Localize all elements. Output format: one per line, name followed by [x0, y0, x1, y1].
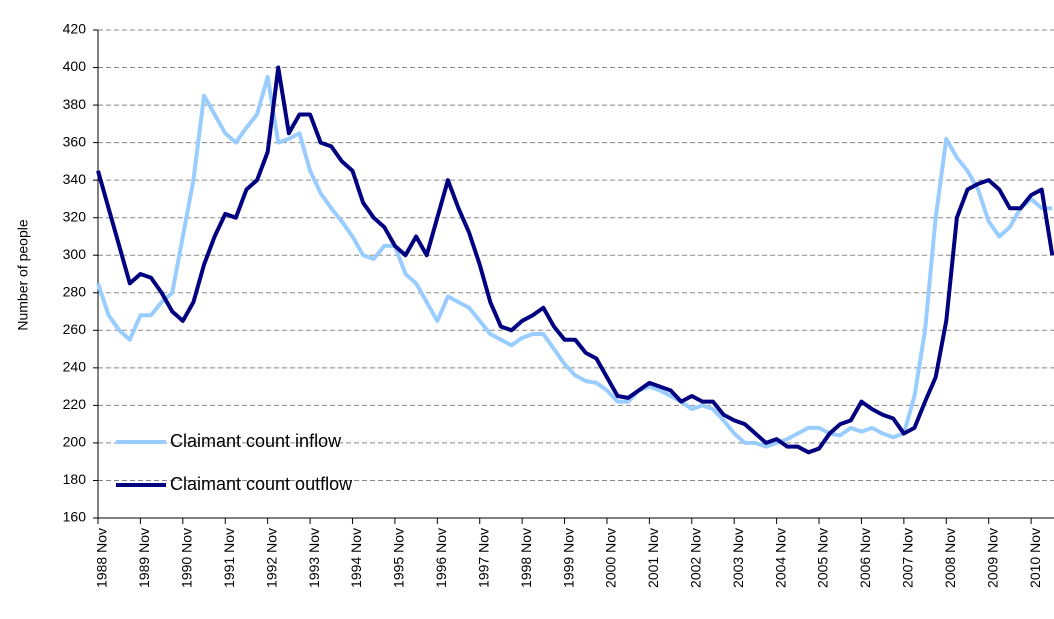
x-tick-label: 1995 Nov — [391, 528, 407, 588]
y-tick-label: 300 — [63, 246, 87, 262]
x-tick-label: 1993 Nov — [306, 528, 322, 588]
x-tick-label: 1991 Nov — [221, 528, 237, 588]
y-tick-label: 400 — [63, 58, 87, 74]
y-tick-label: 200 — [63, 434, 87, 450]
y-tick-label: 320 — [63, 208, 87, 224]
x-tick-label: 2003 Nov — [730, 528, 746, 588]
y-tick-label: 280 — [63, 283, 87, 299]
x-tick-label: 2000 Nov — [603, 528, 619, 588]
x-tick-label: 1989 Nov — [136, 528, 152, 588]
y-tick-label: 420 — [63, 21, 87, 37]
x-tick-label: 1999 Nov — [560, 528, 576, 588]
x-tick-label: 2005 Nov — [815, 528, 831, 588]
y-tick-label: 380 — [63, 96, 87, 112]
x-tick-label: 2004 Nov — [772, 528, 788, 588]
x-tick-label: 2002 Nov — [687, 528, 703, 588]
y-tick-label: 360 — [63, 133, 87, 149]
x-tick-label: 2006 Nov — [857, 528, 873, 588]
x-tick-label: 2008 Nov — [942, 528, 958, 588]
data-line — [96, 65, 1054, 455]
x-tick-label: 1990 Nov — [179, 528, 195, 588]
x-tick-label: 1988 Nov — [94, 528, 110, 588]
data-line — [96, 74, 1053, 449]
x-tick-label: 1994 Nov — [348, 528, 364, 588]
y-tick-label: 240 — [63, 359, 87, 375]
x-tick-label: 2009 Nov — [984, 528, 1000, 588]
y-tick-label: 220 — [63, 396, 87, 412]
y-axis-label: Number of people — [15, 219, 31, 331]
y-tick-label: 260 — [63, 321, 87, 337]
legend-label: Claimant count inflow — [170, 431, 342, 451]
x-tick-label: 1992 Nov — [263, 528, 279, 588]
x-tick-label: 2010 Nov — [1027, 528, 1043, 588]
y-tick-label: 160 — [63, 509, 87, 525]
y-tick-label: 180 — [63, 471, 87, 487]
y-tick-label: 340 — [63, 171, 87, 187]
x-tick-label: 2007 Nov — [900, 528, 916, 588]
x-tick-label: 2001 Nov — [645, 528, 661, 588]
x-tick-label: 1997 Nov — [475, 528, 491, 588]
x-tick-label: 1998 Nov — [518, 528, 534, 588]
legend-label: Claimant count outflow — [170, 474, 353, 494]
x-tick-label: 1996 Nov — [433, 528, 449, 588]
